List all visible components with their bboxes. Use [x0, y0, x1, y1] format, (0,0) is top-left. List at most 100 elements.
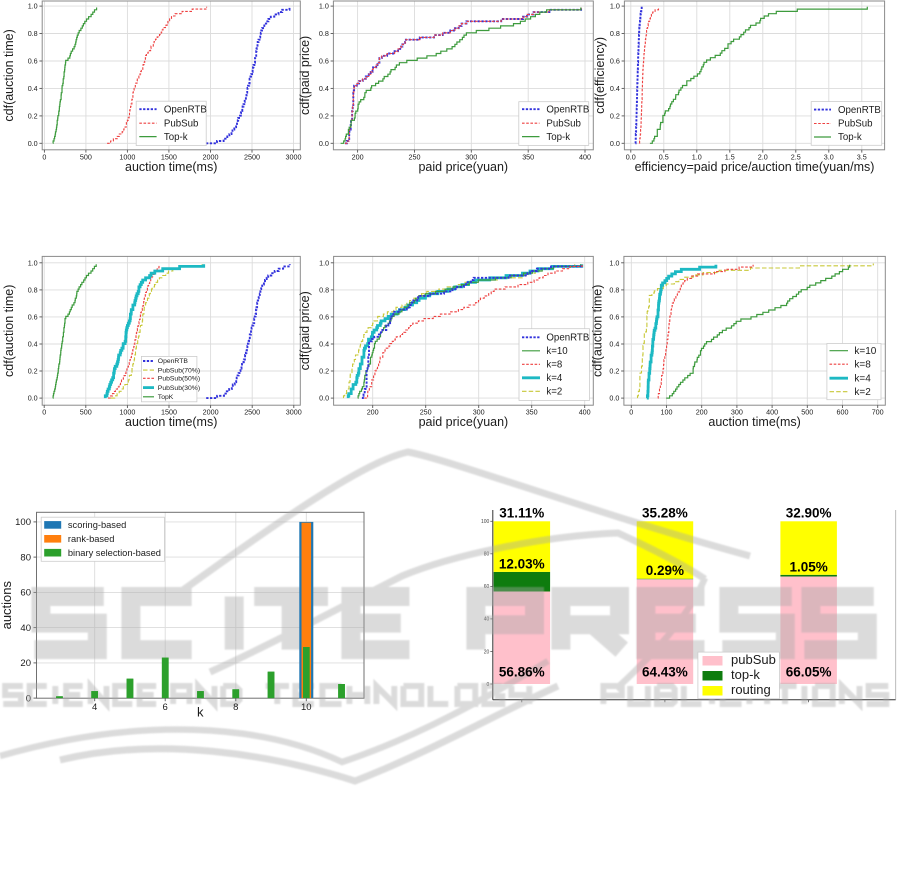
svg-text:k=2: k=2: [854, 387, 871, 398]
svg-text:400: 400: [766, 408, 778, 417]
svg-text:0.2: 0.2: [28, 367, 38, 376]
svg-text:k=2: k=2: [546, 387, 562, 398]
svg-text:scoring-based: scoring-based: [68, 520, 126, 530]
svg-text:500: 500: [80, 408, 92, 417]
svg-text:66.05%: 66.05%: [786, 665, 832, 680]
svg-text:0.4: 0.4: [319, 340, 329, 349]
svg-text:64.43%: 64.43%: [642, 665, 688, 680]
svg-text:0.4: 0.4: [28, 84, 38, 93]
svg-text:3000: 3000: [286, 408, 302, 417]
svg-text:200: 200: [696, 408, 708, 417]
svg-text:k=8: k=8: [546, 360, 562, 371]
svg-text:k=8: k=8: [854, 360, 871, 371]
svg-text:500: 500: [80, 152, 92, 161]
svg-text:1.0: 1.0: [319, 258, 329, 267]
svg-text:4: 4: [92, 702, 97, 713]
svg-text:600: 600: [837, 408, 849, 417]
svg-text:cdf(paid price): cdf(paid price): [298, 36, 312, 115]
svg-text:3.5: 3.5: [857, 152, 867, 161]
svg-text:1.0: 1.0: [319, 2, 329, 11]
svg-text:cdf(paid price): cdf(paid price): [298, 291, 312, 370]
svg-text:0.6: 0.6: [609, 313, 619, 322]
svg-text:0.29%: 0.29%: [646, 563, 684, 578]
svg-text:2500: 2500: [244, 408, 260, 417]
svg-text:k=10: k=10: [854, 346, 876, 357]
svg-text:0.2: 0.2: [610, 112, 620, 121]
svg-text:2500: 2500: [244, 152, 260, 161]
svg-text:k=4: k=4: [854, 374, 871, 385]
svg-text:0.2: 0.2: [319, 112, 329, 121]
svg-text:2.5: 2.5: [791, 152, 801, 161]
svg-text:PubSub: PubSub: [838, 119, 872, 130]
svg-text:k=4: k=4: [546, 373, 563, 384]
svg-text:0.0: 0.0: [319, 394, 329, 403]
svg-text:2000: 2000: [203, 408, 219, 417]
svg-text:0.0: 0.0: [609, 394, 619, 403]
svg-text:1.0: 1.0: [28, 258, 38, 267]
svg-text:auction time(ms): auction time(ms): [125, 160, 217, 174]
svg-text:0.0: 0.0: [319, 139, 329, 148]
svg-text:100: 100: [661, 408, 673, 417]
svg-text:400: 400: [579, 152, 591, 161]
svg-text:rank-based: rank-based: [68, 534, 115, 544]
svg-text:cdf(auction time): cdf(auction time): [591, 285, 605, 377]
svg-text:OpenRTB: OpenRTB: [158, 358, 189, 365]
svg-text:700: 700: [872, 408, 884, 417]
svg-text:200: 200: [367, 408, 379, 417]
svg-text:TopK: TopK: [158, 394, 174, 401]
svg-text:PubSub(30%): PubSub(30%): [158, 385, 200, 392]
svg-text:0.0: 0.0: [28, 394, 38, 403]
svg-text:80: 80: [20, 552, 31, 563]
svg-text:0.6: 0.6: [28, 57, 38, 66]
svg-text:0.6: 0.6: [319, 57, 329, 66]
svg-text:6: 6: [163, 702, 168, 713]
svg-text:56.86%: 56.86%: [499, 665, 545, 680]
svg-text:Top-k: Top-k: [546, 132, 570, 143]
svg-text:k=10: k=10: [546, 346, 568, 357]
svg-text:0.0: 0.0: [610, 139, 620, 148]
svg-text:32.90%: 32.90%: [786, 506, 832, 521]
svg-text:OpenRTB: OpenRTB: [164, 104, 207, 115]
svg-text:paid price(yuan): paid price(yuan): [418, 160, 508, 174]
svg-text:0.4: 0.4: [609, 340, 619, 349]
svg-text:0.8: 0.8: [610, 29, 620, 38]
svg-text:80: 80: [484, 552, 490, 558]
svg-text:OpenRTB: OpenRTB: [546, 104, 589, 115]
svg-text:300: 300: [465, 152, 477, 161]
svg-text:0.8: 0.8: [28, 29, 38, 38]
svg-text:12.03%: 12.03%: [499, 556, 545, 571]
svg-text:0.0: 0.0: [626, 152, 636, 161]
svg-text:31.11%: 31.11%: [499, 506, 544, 521]
svg-text:20: 20: [20, 658, 31, 669]
svg-text:0: 0: [42, 152, 46, 161]
svg-text:routing: routing: [731, 682, 771, 697]
svg-text:1.05%: 1.05%: [789, 559, 827, 574]
svg-text:PubSub(70%): PubSub(70%): [158, 367, 200, 374]
svg-text:0.0: 0.0: [28, 139, 38, 148]
svg-text:1.5: 1.5: [725, 152, 735, 161]
svg-text:100: 100: [481, 519, 490, 525]
svg-text:Top-k: Top-k: [164, 132, 188, 143]
svg-text:500: 500: [801, 408, 813, 417]
svg-text:0.4: 0.4: [28, 340, 38, 349]
svg-text:cdf(auction time): cdf(auction time): [2, 285, 16, 377]
svg-text:40: 40: [20, 623, 31, 634]
svg-text:1.0: 1.0: [610, 2, 620, 11]
svg-text:Top-k: Top-k: [838, 132, 862, 143]
svg-text:PubSub: PubSub: [164, 118, 198, 129]
svg-text:100: 100: [15, 517, 31, 528]
svg-text:1000: 1000: [119, 408, 135, 417]
svg-text:k: k: [197, 705, 204, 720]
svg-text:400: 400: [579, 408, 591, 417]
svg-text:0: 0: [42, 408, 46, 417]
svg-text:300: 300: [473, 408, 485, 417]
svg-text:OpenRTB: OpenRTB: [838, 105, 881, 116]
svg-text:pubSub: pubSub: [731, 652, 776, 667]
svg-text:auction time(ms): auction time(ms): [708, 415, 800, 429]
svg-text:1.0: 1.0: [609, 258, 619, 267]
svg-text:1.0: 1.0: [692, 152, 702, 161]
svg-text:OpenRTB: OpenRTB: [546, 333, 589, 344]
svg-text:auction time(ms): auction time(ms): [125, 415, 217, 429]
svg-text:10: 10: [301, 702, 312, 713]
svg-text:binary selection-based: binary selection-based: [68, 548, 161, 558]
